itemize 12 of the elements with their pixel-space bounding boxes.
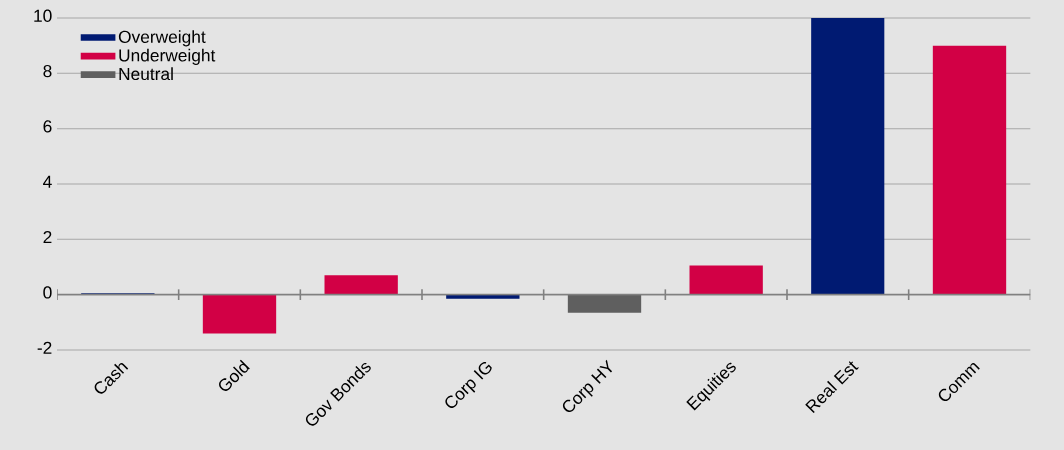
y-tick-label: 6 (43, 120, 52, 133)
y-tick-label: 0 (43, 286, 52, 299)
x-tick-label: Corp IG (445, 362, 492, 408)
y-tick-label: -2 (37, 341, 52, 354)
y-tick-label: 8 (43, 64, 52, 78)
y-tick-label: 2 (43, 230, 52, 244)
y-tick-label: 4 (43, 175, 52, 188)
legend-label: Neutral (119, 67, 173, 81)
x-tick-label: Corp HY (562, 359, 613, 413)
legend-label: Overweight (118, 30, 206, 47)
legend-label: Underweight (119, 48, 216, 65)
y-tick-label: 10 (34, 9, 52, 22)
